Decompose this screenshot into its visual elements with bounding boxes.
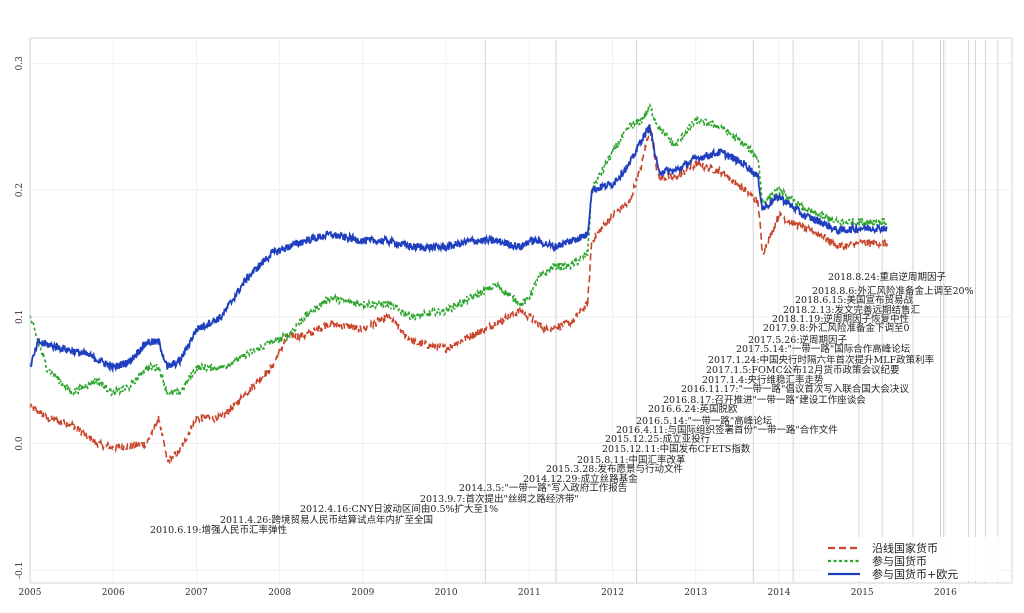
annotation-2: 2018.6.15:美国宣布贸易战 [795,294,914,306]
annotation-18: 2015.8.11:中国汇率改革 [577,454,686,466]
x-tick-label-8: 2013 [684,588,707,598]
y-tick-label-3: 0.2 [15,183,25,197]
legend: 沿线国家货币 参与国货币 参与国货币+欧元 [820,537,1000,581]
x-tick-label-9: 2014 [768,588,791,598]
annotation-19: 2015.3.28:发布愿景与行动文件 [546,463,684,475]
x-tick-label-0: 2005 [19,588,42,598]
plot-frame [29,37,1013,584]
series-line-2 [29,124,888,374]
annotation-8: 2017.1.24:中国央行时隔六年首次提升MLF政策利率 [708,354,935,366]
legend-label-2: 参与国货币+欧元 [872,567,958,581]
legend-label-1: 参与国货币 [872,554,927,568]
series-lines [29,102,888,464]
annotation-24: 2011.4.26:跨境贸易人民币结算试点年内扩至全国 [220,514,433,526]
series-line-1 [29,102,888,399]
annotation-16: 2015.12.25:成立亚投行 [605,433,711,445]
x-tick-label-1: 2006 [102,588,125,598]
x-tick-label-2: 2007 [185,588,208,598]
y-tick-label-2: 0.1 [15,310,25,324]
annotation-7: 2017.5.14:"一带一路"国际合作高峰论坛 [736,343,911,355]
annotation-9: 2017.1.5:FOMC公布12月货币政策会议纪要 [706,364,899,376]
series-line-0 [29,124,888,464]
annotation-25: 2010.6.19:增强人民币汇率弹性 [150,524,288,536]
annotation-5: 2017.9.8:外汇风险准备金下调至0 [763,322,910,334]
y-tick-label-1: 0.0 [15,436,25,451]
legend-label-0: 沿线国家货币 [872,541,938,555]
annotation-3: 2018.2.13:发文完善远期结售汇 [783,304,921,316]
x-tick-label-4: 2009 [351,588,374,598]
x-tick-label-5: 2010 [435,588,458,598]
annotation-10: 2017.1.4:央行维稳汇率走势 [702,374,824,386]
x-tick-label-6: 2011 [518,588,541,598]
annotation-6: 2017.5.26:逆周期因子 [748,334,848,346]
y-tick-label-0: -0.1 [15,562,25,579]
annotation-1: 2018.8.6:外汇风险准备金上调至20% [812,285,974,297]
x-tick-label-10: 2015 [851,588,874,598]
annotation-13: 2016.6.24:英国脱欧 [648,403,738,415]
annotation-0: 2018.8.24:重启逆周期因子 [828,271,947,283]
x-tick-label-11: 2016 [934,588,957,598]
x-tick-label-7: 2012 [601,588,624,598]
y-tick-label-4: 0.3 [15,56,25,71]
annotation-12: 2016.8.17:召开推进"一带一路"建设工作座谈会 [663,394,866,406]
event-lines [484,40,999,583]
annotation-23: 2012.4.16:CNY日波动区间由0.5%扩大至1% [300,503,498,515]
annotation-11: 2016.11.17:"一带一路"倡议首次写入联合国大会决议 [681,383,909,395]
annotations: 2018.8.24:重启逆周期因子2018.8.6:外汇风险准备金上调至20%2… [150,271,974,536]
annotation-21: 2014.3.5:"一带一路"写入政府工作报告 [459,482,627,494]
annotation-4: 2018.1.19:逆周期因子恢复中性 [772,313,910,325]
annotation-15: 2016.4.11:与国际组织签署首份"一带一路"合作文件 [616,424,838,436]
annotation-22: 2013.9.7:首次提出"丝绸之路经济带" [420,493,579,505]
annotation-20: 2014.12.29:成立丝路基金 [523,473,638,485]
axes: -0.1 0.0 0.1 0.2 0.3 2005 2006 2007 2008 2009 2010… [15,37,1013,598]
annotation-14: 2016.5.14:"一带一路"高峰论坛 [636,415,773,427]
annotation-17: 2015.12.11:中国发布CFETS指数 [602,443,751,455]
x-tick-label-3: 2008 [268,588,291,598]
